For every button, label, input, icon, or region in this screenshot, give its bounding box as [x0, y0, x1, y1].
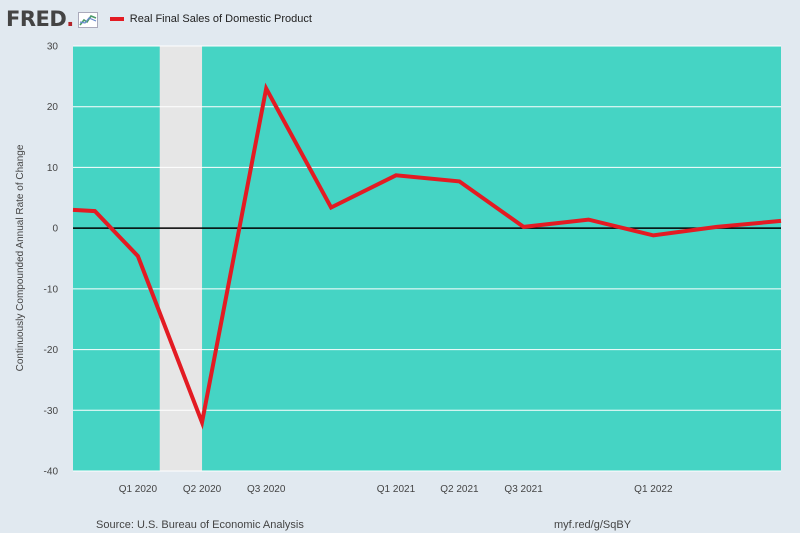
grid-layer	[73, 45, 781, 472]
y-tick-label: -40	[44, 467, 59, 478]
x-tick-label: Q2 2021	[440, 484, 479, 495]
y-tick-label: 20	[47, 102, 59, 113]
source-note: Source: U.S. Bureau of Economic Analysis	[96, 519, 304, 531]
y-tick-label: 10	[47, 163, 59, 174]
series-line	[72, 82, 782, 430]
fred-logo[interactable]: FRED.	[6, 6, 74, 31]
logo-dot: .	[66, 6, 74, 31]
x-tick-label: Q3 2020	[247, 484, 286, 495]
legend: Real Final Sales of Domestic Product	[109, 13, 312, 25]
x-tick-label: Q1 2022	[634, 484, 673, 495]
y-tick-label: 0	[52, 224, 58, 235]
y-axis-title: Continuously Compounded Annual Rate of C…	[15, 144, 26, 371]
legend-label: Real Final Sales of Domestic Product	[129, 13, 312, 25]
logo-text: FRED	[6, 6, 67, 31]
y-tick-labels: 30 20 10 0 -10 -20 -30 -40	[44, 42, 59, 478]
y-tick-label: -30	[44, 406, 59, 417]
x-tick-label: Q1 2020	[119, 484, 158, 495]
series-layer	[72, 82, 782, 430]
y-tick-label: -10	[44, 284, 59, 295]
y-tick-label: -20	[44, 345, 59, 356]
x-tick-labels: Q1 2020 Q2 2020 Q3 2020 Q1 2021 Q2 2021 Q3 20…	[119, 484, 673, 495]
chart-header: FRED. Real Final Sales of Domestic Produ…	[6, 4, 312, 34]
line-chart-icon	[77, 11, 98, 28]
y-tick-label: 30	[47, 42, 59, 53]
legend-swatch	[109, 17, 124, 21]
x-tick-label: Q2 2020	[183, 484, 222, 495]
x-tick-label: Q3 2021	[504, 484, 543, 495]
short-url[interactable]: myf.red/g/SqBY	[554, 519, 632, 531]
x-tick-label: Q1 2021	[377, 484, 416, 495]
